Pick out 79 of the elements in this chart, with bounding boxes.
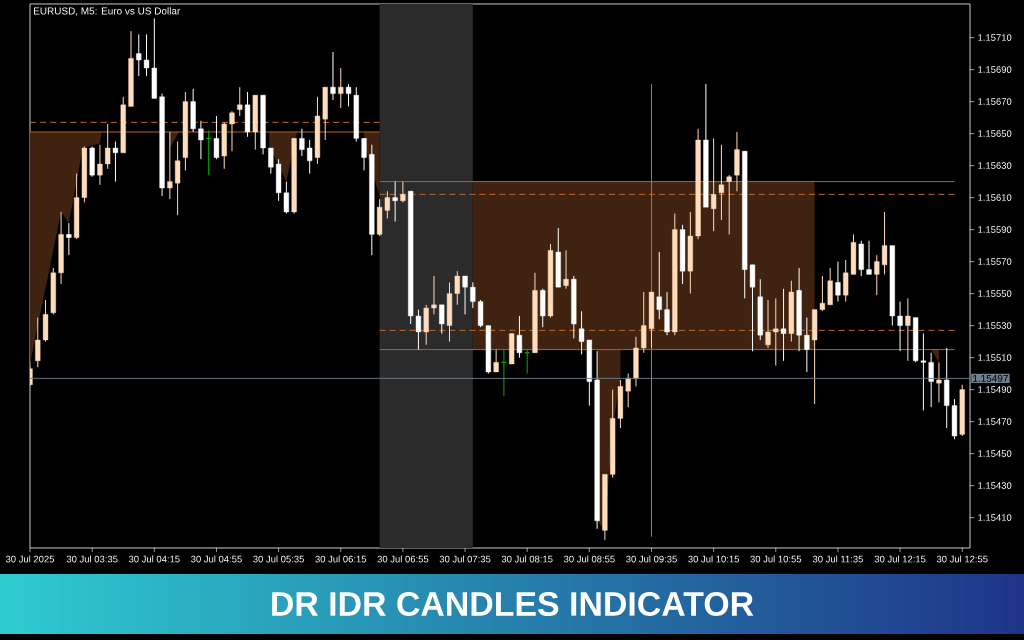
x-tick-label: 30 Jul 08:55 xyxy=(563,555,615,563)
x-tick-label: 30 Jul 11:35 xyxy=(812,555,863,563)
x-tick-label: 30 Jul 06:55 xyxy=(377,555,429,563)
candlestick xyxy=(773,297,779,367)
candlestick xyxy=(307,139,313,175)
y-tick-label: 1.15610 xyxy=(978,194,1012,201)
candlestick xyxy=(718,144,725,221)
x-tick-label: 30 Jul 10:15 xyxy=(688,555,740,563)
candlestick xyxy=(330,51,336,101)
x-tick-label: 30 Jul 12:55 xyxy=(936,555,988,563)
candlestick xyxy=(112,141,119,183)
y-tick-label: 1.15490 xyxy=(978,386,1012,393)
y-tick-label: 1.15710 xyxy=(978,34,1012,41)
candlestick xyxy=(167,131,173,200)
x-tick-label: 30 Jul 04:15 xyxy=(128,555,180,563)
candlestick xyxy=(780,288,787,362)
chart-subtitle: EURUSD, M5: Euro vs US Dollar xyxy=(34,7,181,16)
x-tick-label: 30 Jul 2025 xyxy=(5,555,55,563)
candlestick xyxy=(431,275,437,315)
candlestick xyxy=(175,141,181,216)
y-tick-label: 1.15450 xyxy=(978,450,1012,457)
candlestick xyxy=(439,304,445,335)
y-tick-label: 1.15650 xyxy=(978,130,1012,137)
candlestick xyxy=(198,120,204,160)
candlestick xyxy=(711,137,717,232)
candlestick xyxy=(345,83,352,107)
y-tick-label: 1.15670 xyxy=(978,98,1012,105)
candlestick xyxy=(827,267,833,306)
y-tick-label: 1.15570 xyxy=(978,258,1012,265)
candlestick xyxy=(664,291,670,336)
x-tick-label: 30 Jul 06:15 xyxy=(315,555,367,563)
candlestick xyxy=(866,240,872,275)
candlestick xyxy=(493,349,499,373)
y-tick-label: 1.15430 xyxy=(978,482,1012,489)
candlestick xyxy=(656,251,662,320)
candlestick xyxy=(804,317,810,373)
candlestick xyxy=(928,352,934,408)
x-tick-label: 30 Jul 08:15 xyxy=(501,555,553,563)
candlestick xyxy=(516,315,523,359)
x-tick-label: 30 Jul 04:55 xyxy=(191,555,242,563)
candlestick xyxy=(726,174,732,235)
candlestick xyxy=(392,181,398,223)
y-tick-label: 1.15510 xyxy=(978,354,1012,361)
ref-line-label: 1.15497 xyxy=(973,374,1008,382)
candlestick xyxy=(423,304,429,346)
y-tick-label: 1.15530 xyxy=(978,322,1012,329)
candlestick xyxy=(835,261,841,303)
y-tick-label: 1.15630 xyxy=(978,162,1012,169)
y-tick-label: 1.15550 xyxy=(978,290,1012,297)
candlestick xyxy=(625,373,631,408)
candlestick xyxy=(237,86,243,117)
candlestick xyxy=(338,67,344,109)
y-tick-label: 1.15470 xyxy=(978,418,1012,425)
y-tick-label: 1.15590 xyxy=(978,226,1012,233)
text: DR IDR CANDLES INDICATOR xyxy=(272,591,754,616)
x-tick-label: 30 Jul 03:35 xyxy=(66,555,118,563)
candlestick xyxy=(97,144,103,186)
candlestick xyxy=(268,147,274,175)
candlestick xyxy=(229,110,235,152)
candlestick xyxy=(299,128,305,157)
candlestick xyxy=(470,281,476,309)
y-tick-label: 1.15410 xyxy=(978,514,1012,521)
x-tick-label: 30 Jul 10:55 xyxy=(750,555,802,563)
candlestick xyxy=(361,137,367,171)
candlestick xyxy=(897,301,903,352)
candlestick xyxy=(105,123,111,170)
x-tick-label: 30 Jul 09:35 xyxy=(626,555,677,563)
candlestick xyxy=(936,361,942,403)
x-tick-label: 30 Jul 05:35 xyxy=(253,555,304,563)
candlestick xyxy=(213,115,220,160)
candlestick xyxy=(400,181,406,203)
candlestick xyxy=(462,275,468,315)
candlestick xyxy=(66,222,72,256)
x-tick-label: 30 Jul 12:15 xyxy=(874,555,926,563)
candlestick xyxy=(905,297,911,362)
candlestick xyxy=(563,249,569,290)
y-tick-label: 1.15690 xyxy=(978,66,1012,73)
candlestick xyxy=(765,299,771,349)
x-tick-label: 30 Jul 07:35 xyxy=(439,555,491,563)
